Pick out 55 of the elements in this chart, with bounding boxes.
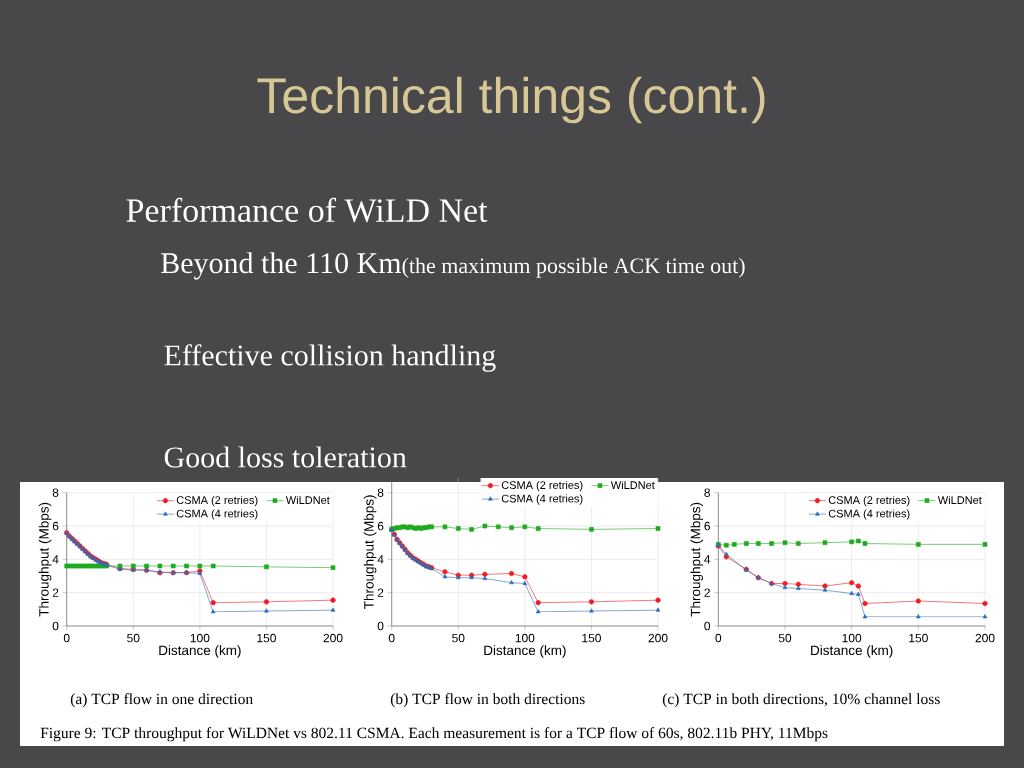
x-axis-title: Distance (km) [811,645,893,658]
x-tick-label: 50 [778,633,792,643]
x-tick-label: 100 [515,633,535,643]
y-tick-label: 6 [377,521,384,531]
legend-label: WiLDNet [937,495,982,504]
x-tick-label: 50 [127,633,140,643]
y-tick-label: 6 [52,521,59,531]
text: Good loss toleration [164,446,407,468]
text: Technical things (cont.) [257,76,765,124]
y-tick-label: 2 [52,588,59,597]
legend-label: WiLDNet [610,480,655,489]
x-tick-label: 200 [323,633,343,643]
x-axis-title: Distance (km) [484,645,566,658]
x-tick-label: 0 [388,633,395,643]
x-tick-label: 150 [909,633,928,643]
legend-label: CSMA (4 retries) [501,494,583,505]
x-tick-label: 200 [648,633,668,643]
text: Performance of WiLD Net [126,197,488,223]
legend-label: CSMA (2 retries) [501,480,583,492]
y-tick-label: 4 [704,555,711,564]
x-tick-label: 150 [257,633,276,643]
y-tick-label: 0 [52,621,59,631]
x-tick-label: 50 [452,633,465,643]
legend-label: CSMA (2 retries) [176,495,258,507]
y-tick-label: 6 [704,521,710,531]
y-tick-label: 4 [52,555,59,564]
x-tick-label: 100 [190,633,210,643]
y-axis-title: Throughput (Mbps) [38,502,52,617]
y-tick-label: 8 [704,488,710,497]
y-axis-title: Throughput (Mbps) [363,495,377,609]
y-tick-label: 2 [377,588,384,597]
caption: Figure 9: TCP throughput for WiLDNet vs 802.11 CSMA. Each measurement is for a TCP flow of 60s, 802.11b PHY, 11Mbps [40,727,828,742]
y-tick-label: 8 [377,488,384,497]
x-axis-title: Distance (km) [159,645,241,658]
legend-label: CSMA (4 retries) [828,509,910,520]
x-tick-label: 150 [582,633,601,643]
legend-label: CSMA (2 retries) [828,495,910,507]
text: (c) TCP in both directions, 10% channel loss [662,693,940,708]
y-tick-label: 0 [377,621,384,631]
text: (a) TCP flow in one direction [70,693,253,708]
x-tick-label: 0 [715,633,722,643]
text: (the maximum possible ACK time out) [402,257,745,278]
y-tick-label: 8 [52,488,59,497]
y-tick-label: 4 [377,555,384,564]
x-tick-label: 100 [842,633,862,643]
text: Beyond the 110 Km [161,252,402,280]
text: (b) TCP flow in both directions [390,693,585,708]
text: Effective collision handling [164,344,496,372]
x-tick-label: 0 [63,633,70,643]
y-tick-label: 0 [704,621,711,631]
y-axis-title: Throughput (Mbps) [690,502,703,617]
legend-label: CSMA (4 retries) [176,509,258,520]
y-tick-label: 2 [704,588,710,597]
x-tick-label: 200 [975,633,995,643]
legend-label: WiLDNet [285,495,330,504]
